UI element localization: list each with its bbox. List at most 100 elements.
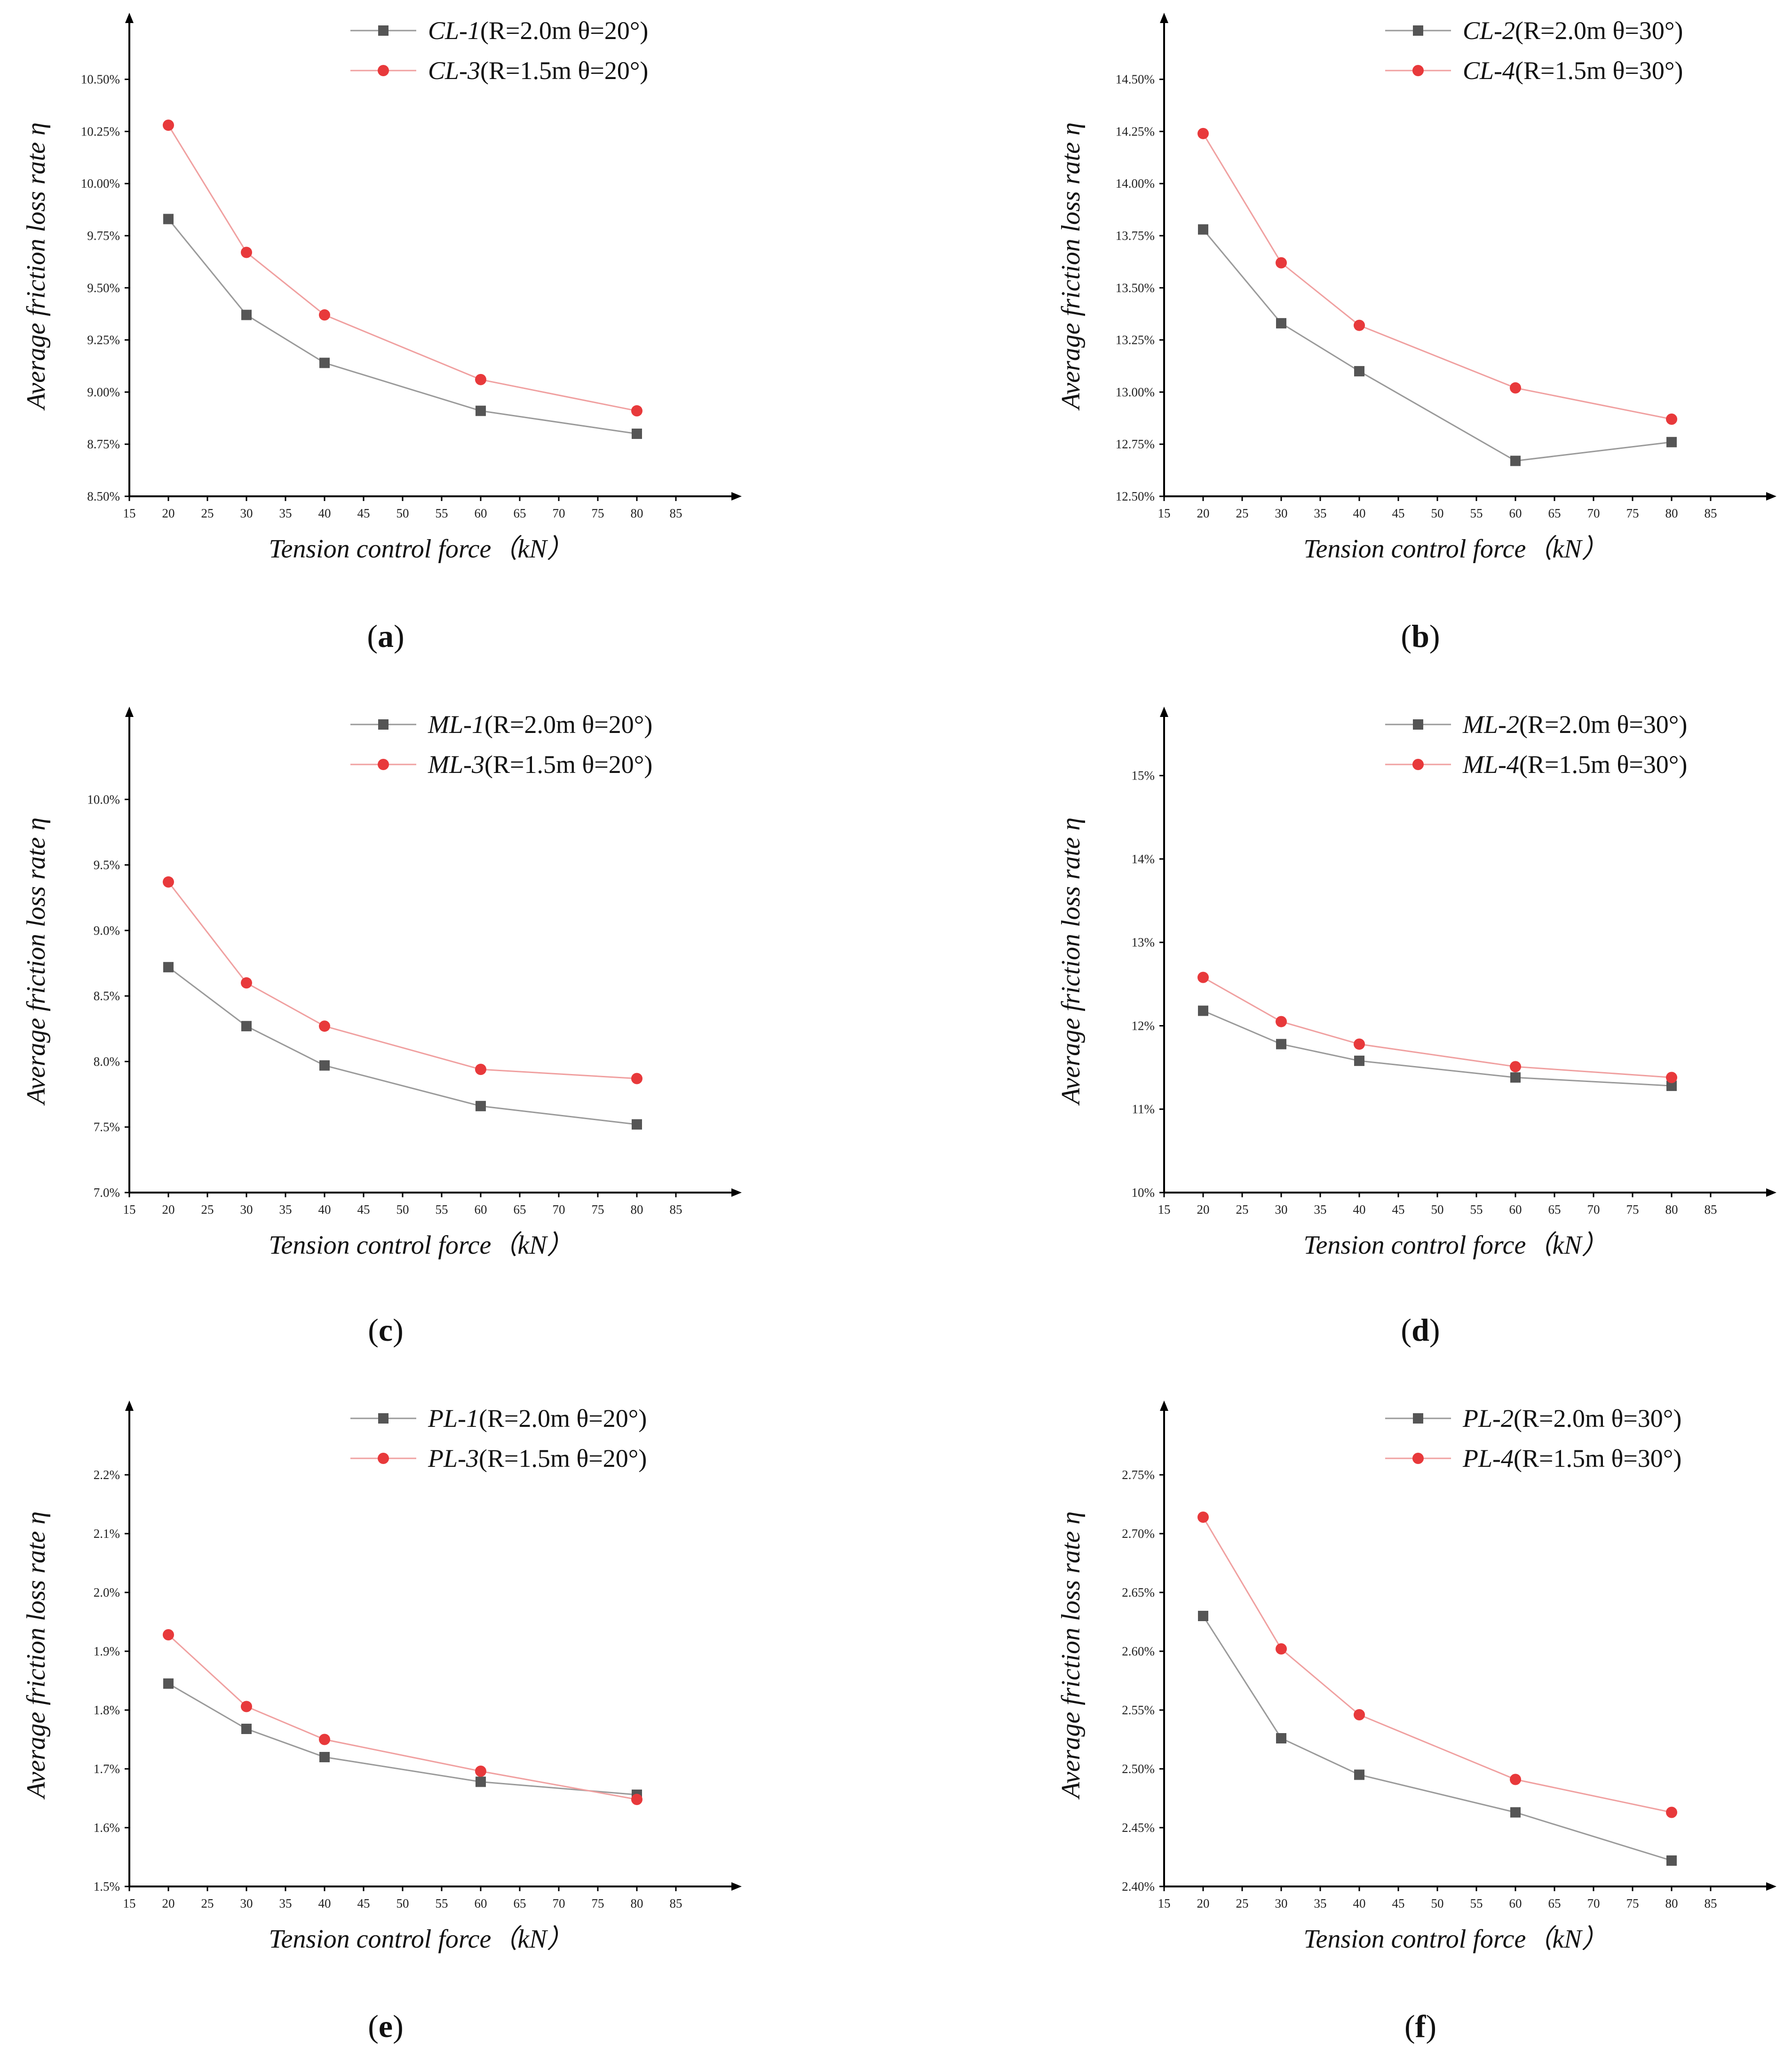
legend-marker xyxy=(1413,25,1423,36)
x-tick-label: 70 xyxy=(1587,1896,1600,1910)
y-tick-label: 2.65% xyxy=(1122,1585,1155,1599)
x-tick-label: 50 xyxy=(396,506,409,520)
y-tick-label: 15% xyxy=(1132,769,1155,783)
panel-caption: (b) xyxy=(1401,618,1440,654)
x-tick-label: 50 xyxy=(1431,506,1444,520)
chart-panel-d: 15 20 25 30 35 40 45 50 55 60 65 70 75 80 85 10% 11% 12% 1… xyxy=(1056,707,1776,1348)
x-tick-label: 70 xyxy=(1587,506,1600,520)
y-tick-label: 10.0% xyxy=(87,792,120,806)
legend-paren-open: ( xyxy=(479,1404,487,1432)
legend-series-params: R=2.0m θ=20° xyxy=(489,16,640,45)
data-point-cl-3 xyxy=(631,405,642,417)
x-axis-title: Tension control force（kN） xyxy=(269,1925,573,1954)
y-tick-label: 1.8% xyxy=(94,1703,120,1717)
y-tick-label: 7.0% xyxy=(94,1186,120,1200)
data-point-ml-4 xyxy=(1197,971,1209,983)
legend-marker xyxy=(378,25,389,36)
y-tick-label: 8.0% xyxy=(94,1054,120,1068)
x-tick-label: 20 xyxy=(162,506,175,520)
y-tick-label: 10.00% xyxy=(81,176,120,191)
legend-label: PL-2(R=2.0m θ=30°) xyxy=(1462,1404,1681,1432)
y-tick-label: 12.50% xyxy=(1116,489,1155,503)
legend-series-params: R=1.5m θ=20° xyxy=(487,1444,638,1472)
x-axis-title: Tension control force（kN） xyxy=(1303,534,1608,564)
series-line-ml-2 xyxy=(1203,1010,1672,1087)
legend-paren-open: ( xyxy=(479,1444,487,1472)
y-axis-title: Average friction loss rate η xyxy=(1056,818,1086,1106)
y-tick-label: 10.25% xyxy=(81,124,120,138)
x-tick-label: 30 xyxy=(240,1202,253,1217)
x-tick-label: 55 xyxy=(436,1896,448,1910)
caption-paren-close: ) xyxy=(1429,618,1440,654)
data-point-pl-4 xyxy=(1666,1806,1677,1818)
data-point-pl-3 xyxy=(163,1629,174,1640)
y-axis-arrow xyxy=(1160,1400,1168,1411)
legend-paren-open: ( xyxy=(1515,16,1523,45)
x-tick-label: 85 xyxy=(1705,1202,1717,1217)
y-tick-label: 10% xyxy=(1132,1186,1155,1200)
y-axis-arrow xyxy=(125,13,134,23)
x-tick-label: 85 xyxy=(670,1202,682,1217)
x-tick-label: 60 xyxy=(475,506,487,520)
data-point-ml-2 xyxy=(1198,1005,1208,1016)
data-point-pl-2 xyxy=(1666,1855,1677,1866)
chart-panel-b: 15 20 25 30 35 40 45 50 55 60 65 70 75 80 85 12.50% 12.7… xyxy=(1056,13,1776,654)
series-line-pl-2 xyxy=(1202,1615,1672,1862)
x-tick-label: 45 xyxy=(1392,1202,1405,1217)
panel-caption: (d) xyxy=(1401,1312,1440,1348)
caption-paren-open: ( xyxy=(368,1312,379,1348)
data-point-cl-4 xyxy=(1510,382,1521,394)
x-tick-label: 65 xyxy=(514,1896,526,1910)
caption-letter: f xyxy=(1415,2008,1427,2044)
y-tick-label: 9.5% xyxy=(94,858,120,872)
x-tick-label: 55 xyxy=(1470,506,1483,520)
x-tick-label: 75 xyxy=(592,506,604,520)
y-tick-label: 2.55% xyxy=(1122,1703,1155,1717)
caption-letter: b xyxy=(1411,618,1429,654)
data-point-pl-3 xyxy=(241,1701,252,1712)
data-point-ml-3 xyxy=(631,1073,642,1084)
legend-marker xyxy=(378,719,389,730)
data-point-pl-4 xyxy=(1276,1643,1287,1655)
x-tick-label: 15 xyxy=(123,1896,136,1910)
y-tick-label: 13.50% xyxy=(1116,281,1155,295)
data-point-ml-3 xyxy=(319,1020,330,1032)
legend-paren-close: ) xyxy=(644,710,652,739)
data-point-ml-1 xyxy=(163,962,174,972)
legend-label: CL-3(R=1.5m θ=20°) xyxy=(428,56,648,85)
y-tick-label: 14.50% xyxy=(1116,72,1155,87)
legend-paren-close: ) xyxy=(1674,56,1683,85)
x-tick-label: 15 xyxy=(1158,506,1171,520)
y-tick-label: 14% xyxy=(1132,852,1155,866)
x-tick-label: 15 xyxy=(1158,1202,1171,1217)
y-axis-title: Average friction loss rate η xyxy=(22,818,51,1106)
caption-paren-open: ( xyxy=(367,618,378,654)
legend-marker xyxy=(378,759,389,770)
x-tick-label: 35 xyxy=(279,1896,292,1910)
y-tick-label: 9.0% xyxy=(94,923,120,938)
caption-letter: c xyxy=(379,1312,393,1348)
legend-marker xyxy=(1413,1413,1423,1424)
x-tick-label: 65 xyxy=(1548,1202,1561,1217)
data-point-ml-1 xyxy=(319,1060,330,1071)
y-tick-label: 13.00% xyxy=(1116,385,1155,399)
legend-paren-close: ) xyxy=(638,1444,647,1472)
legend-paren-close: ) xyxy=(1673,1404,1681,1432)
y-tick-label: 14.25% xyxy=(1116,124,1155,138)
y-tick-label: 2.1% xyxy=(94,1527,120,1541)
y-tick-label: 10.50% xyxy=(81,72,120,87)
x-tick-label: 25 xyxy=(201,506,214,520)
x-tick-label: 80 xyxy=(1665,1896,1678,1910)
x-tick-label: 75 xyxy=(1626,1896,1639,1910)
legend-series-params: R=2.0m θ=20° xyxy=(493,710,644,739)
caption-letter: e xyxy=(379,2008,393,2044)
x-tick-label: 60 xyxy=(1509,1202,1522,1217)
x-axis-title: Tension control force（kN） xyxy=(1303,1925,1608,1954)
x-tick-label: 85 xyxy=(1705,506,1717,520)
x-tick-label: 60 xyxy=(1509,1896,1522,1910)
x-tick-label: 35 xyxy=(279,1202,292,1217)
x-tick-label: 15 xyxy=(123,1202,136,1217)
series-line-ml-3 xyxy=(167,881,637,1080)
data-point-cl-3 xyxy=(475,374,486,385)
y-axis-arrow xyxy=(125,1400,134,1411)
